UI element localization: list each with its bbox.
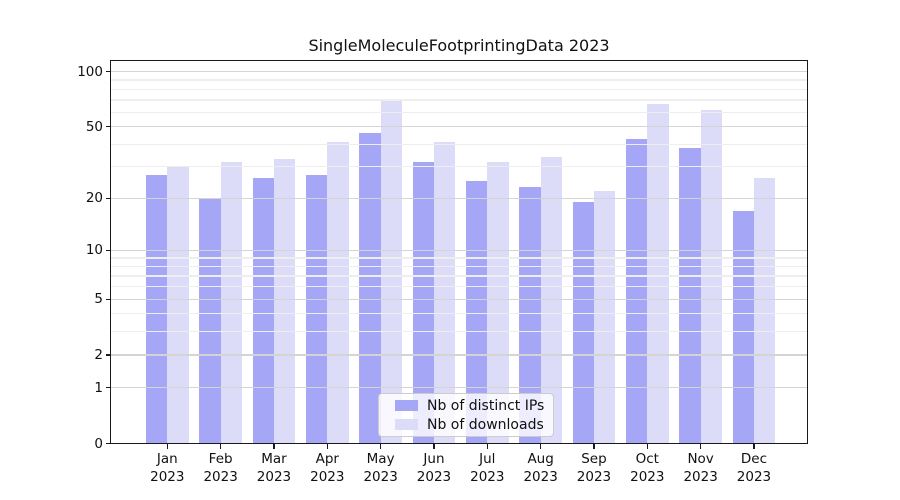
y-tick (105, 387, 110, 389)
bar-downloads-dec (753, 177, 776, 444)
x-tick (593, 444, 595, 449)
bar-downloads-aug (540, 157, 563, 444)
x-tick (166, 444, 168, 449)
bar-downloads-may (380, 100, 403, 444)
y-tick (105, 249, 110, 251)
bar-downloads-apr (327, 142, 349, 444)
bar-distinct-ips-feb (199, 198, 221, 444)
gridline-major (111, 71, 807, 73)
bar-downloads-mar (273, 159, 296, 444)
y-tick (105, 442, 110, 445)
y-tick (105, 197, 110, 199)
y-tick (105, 126, 110, 128)
x-tick-label-apr: Apr 2023 (310, 451, 345, 485)
legend-swatch-distinct-ips (395, 399, 418, 412)
bar-downloads-jan (167, 166, 189, 444)
y-tick-label: 50 (85, 118, 103, 135)
bar-downloads-sep (593, 190, 616, 444)
gridline-minor (111, 166, 807, 168)
gridline-major (111, 126, 807, 128)
bar-distinct-ips-sep (572, 202, 594, 444)
x-tick (220, 444, 222, 449)
gridline-minor (111, 275, 807, 277)
gridline-minor (111, 265, 807, 268)
y-tick-label: 10 (85, 242, 103, 259)
gridline-minor (111, 286, 807, 288)
gridline-major (111, 387, 807, 389)
x-tick (433, 444, 435, 449)
y-tick (105, 298, 110, 300)
x-tick-label-jun: Jun 2023 (416, 451, 452, 485)
bar-distinct-ips-mar (252, 177, 274, 444)
bar-distinct-ips-oct (625, 138, 648, 444)
gridline-major (111, 354, 807, 356)
bar-downloads-oct (647, 103, 669, 444)
y-tick-label: 5 (94, 291, 103, 308)
legend-label-distinct-ips: Nb of distinct IPs (427, 397, 545, 414)
gridline-minor (111, 88, 807, 91)
bar-distinct-ips-jan (145, 175, 168, 444)
x-tick-label-feb: Feb 2023 (203, 451, 238, 485)
gridline-minor (111, 331, 807, 333)
chart-title: SingleMoleculeFootprintingData 2023 (308, 36, 610, 55)
bar-distinct-ips-apr (305, 175, 328, 444)
gridline-minor (111, 79, 807, 81)
x-tick (273, 444, 275, 449)
x-tick-label-jan: Jan 2023 (150, 451, 185, 485)
bar-distinct-ips-may (359, 133, 381, 444)
x-tick-label-sep: Sep 2023 (576, 451, 612, 485)
bar-distinct-ips-jul (465, 181, 488, 444)
y-tick-label: 100 (77, 63, 103, 80)
y-tick-label: 2 (94, 346, 103, 363)
legend-item-downloads: Nb of downloads (395, 417, 553, 433)
y-tick-label: 0 (94, 435, 103, 452)
gridline-minor (111, 143, 807, 145)
bar-downloads-nov (700, 109, 723, 444)
x-tick (326, 444, 328, 449)
gridline-major (111, 249, 807, 251)
x-tick-label-dec: Dec 2023 (736, 451, 772, 485)
x-tick (753, 444, 755, 449)
bar-downloads-jun (433, 142, 456, 444)
legend-swatch-downloads (395, 418, 418, 431)
bar-downloads-jul (487, 161, 509, 444)
y-tick (105, 354, 110, 356)
gridline-major (111, 298, 807, 300)
x-tick (540, 444, 542, 449)
y-tick-label: 20 (85, 190, 103, 207)
x-tick-label-nov: Nov 2023 (683, 451, 718, 485)
gridline-major (111, 197, 807, 199)
x-tick (700, 444, 702, 449)
gridline-minor (111, 111, 807, 113)
legend: Nb of distinct IPs Nb of downloads (378, 393, 554, 437)
x-tick-label-mar: Mar 2023 (256, 451, 292, 485)
x-tick-label-jul: Jul 2023 (470, 451, 505, 485)
bar-distinct-ips-nov (679, 148, 701, 444)
y-tick-label: 1 (94, 379, 103, 396)
legend-item-distinct-ips: Nb of distinct IPs (395, 398, 553, 414)
x-tick-label-may: May 2023 (363, 451, 398, 485)
axes-frame (110, 60, 808, 444)
gridline-minor (111, 257, 807, 259)
bar-distinct-ips-dec (732, 210, 754, 444)
bar-downloads-feb (220, 161, 243, 444)
x-tick (646, 444, 648, 449)
y-tick (105, 71, 110, 73)
legend-label-downloads: Nb of downloads (427, 416, 544, 433)
x-tick-label-aug: Aug 2023 (523, 451, 558, 485)
gridline-minor (111, 313, 807, 315)
bar-distinct-ips-jun (412, 161, 434, 444)
gridline-minor (111, 99, 807, 101)
x-tick (486, 444, 488, 449)
bar-distinct-ips-aug (519, 187, 541, 444)
x-tick-label-oct: Oct 2023 (630, 451, 665, 485)
x-tick (380, 444, 382, 449)
